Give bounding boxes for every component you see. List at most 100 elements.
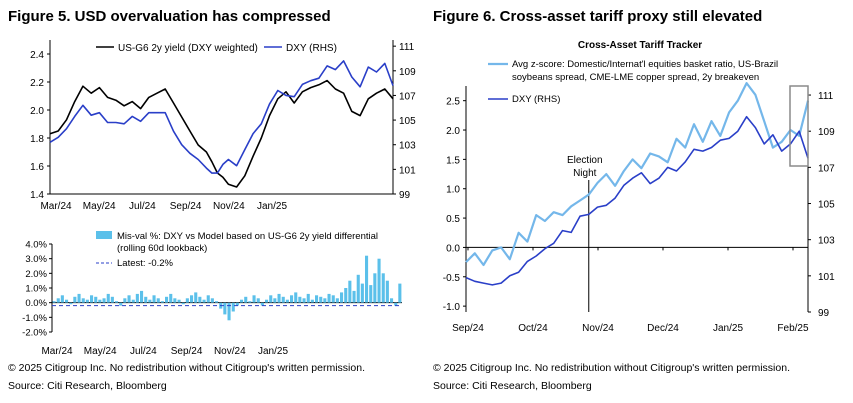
figure-5-copyright: © 2025 Citigroup Inc. No redistribution …	[8, 362, 365, 374]
bar	[290, 295, 294, 303]
bar	[102, 298, 106, 303]
bar	[181, 302, 185, 305]
y-tick-label: 2.4	[30, 50, 44, 61]
bar	[94, 296, 98, 303]
bar	[210, 298, 214, 303]
bar	[356, 274, 360, 303]
x-tick-label: Sep/24	[170, 201, 202, 212]
bar	[152, 295, 156, 303]
bar	[335, 298, 339, 303]
x-tick-label: Mar/24	[41, 346, 73, 357]
x-tick-label: Jul/24	[130, 346, 157, 357]
y-tick-label: -2.0%	[22, 328, 47, 339]
bar	[119, 302, 123, 306]
bar	[302, 298, 306, 303]
y-tick-label: 2.0	[446, 126, 460, 137]
x-tick-label: Nov/24	[213, 201, 245, 212]
election-night-label: Election	[567, 155, 603, 166]
y-tick-label: 3.0%	[25, 254, 47, 265]
bar	[140, 290, 144, 303]
bar	[194, 292, 198, 303]
bar	[256, 298, 260, 303]
y-tick-label: -1.0	[443, 302, 461, 313]
bar	[173, 298, 177, 303]
y2-tick-label: 99	[399, 190, 411, 201]
y-tick-label: 1.5	[446, 155, 460, 166]
bar	[202, 299, 206, 303]
bar	[81, 298, 85, 303]
bar	[165, 296, 169, 303]
figure-6-source: Source: Citi Research, Bloomberg	[433, 380, 592, 392]
bar	[294, 292, 298, 303]
series-line-1	[49, 60, 394, 174]
y2-tick-label: 109	[818, 127, 835, 138]
y-tick-label: 1.4	[30, 190, 44, 201]
highlight-box	[789, 85, 809, 167]
chart-title: Cross-Asset Tariff Tracker	[578, 40, 702, 51]
bar	[190, 295, 194, 303]
y-tick-label: 2.5	[446, 97, 460, 108]
bar	[265, 299, 269, 303]
x-tick-label: Nov/24	[582, 323, 614, 334]
election-night-label-2: Night	[573, 168, 597, 179]
y-tick-label: 4.0%	[25, 240, 47, 251]
y2-tick-label: 105	[818, 200, 835, 211]
y-tick-label: 0.5	[446, 214, 460, 225]
bar	[144, 296, 148, 303]
bar	[310, 299, 314, 303]
bar	[352, 290, 356, 303]
x-tick-label: Jan/25	[258, 346, 288, 357]
x-tick-label: Nov/24	[214, 346, 246, 357]
bar	[398, 283, 402, 303]
legend-label-0: Avg z-score: Domestic/Internat'l equitie…	[512, 59, 778, 70]
bar	[215, 301, 219, 303]
y2-tick-label: 111	[818, 91, 834, 102]
bar	[115, 301, 119, 303]
y-tick-label: 1.6	[30, 162, 44, 173]
figure-5-source: Source: Citi Research, Bloomberg	[8, 380, 167, 392]
bar	[327, 293, 331, 303]
series-line-1	[465, 115, 809, 286]
legend-label-1: DXY (RHS)	[286, 43, 337, 54]
y2-tick-label: 107	[818, 163, 835, 174]
y2-tick-label: 103	[818, 236, 835, 247]
bar	[285, 299, 289, 303]
y-tick-label: 0.0	[446, 243, 460, 254]
x-tick-label: Oct/24	[518, 323, 548, 334]
bar	[131, 299, 135, 303]
x-tick-label: Dec/24	[647, 323, 679, 334]
bar	[240, 299, 244, 303]
bar	[156, 298, 160, 303]
bar	[348, 280, 352, 303]
x-tick-label: Sep/24	[452, 323, 484, 334]
bar	[344, 288, 348, 303]
bar	[73, 296, 77, 303]
y-tick-label: 2.0%	[25, 269, 47, 280]
x-tick-label: May/24	[83, 201, 116, 212]
bar	[206, 295, 210, 303]
bar	[123, 298, 127, 303]
bar	[319, 296, 323, 303]
x-tick-label: Jul/24	[129, 201, 156, 212]
bar	[90, 295, 94, 303]
series-line-0	[465, 81, 810, 267]
y2-tick-label: 103	[399, 141, 416, 152]
bar	[244, 296, 248, 303]
bar	[252, 295, 256, 303]
bar	[260, 302, 264, 306]
y-tick-label: -1.0%	[22, 313, 47, 324]
x-tick-label: Jan/25	[713, 323, 743, 334]
y2-tick-label: 101	[818, 272, 835, 283]
bar	[273, 298, 277, 303]
legend-label-0: US-G6 2y yield (DXY weighted)	[118, 43, 258, 54]
y-tick-label: 1.8	[30, 134, 44, 145]
y2-tick-label: 111	[399, 42, 415, 53]
bar	[219, 302, 223, 309]
y-tick-label: 1.0	[446, 185, 460, 196]
bar	[56, 298, 60, 303]
bar	[360, 283, 364, 303]
figure-6-title: Figure 6. Cross-asset tariff proxy still…	[433, 8, 763, 25]
bar	[390, 298, 394, 303]
